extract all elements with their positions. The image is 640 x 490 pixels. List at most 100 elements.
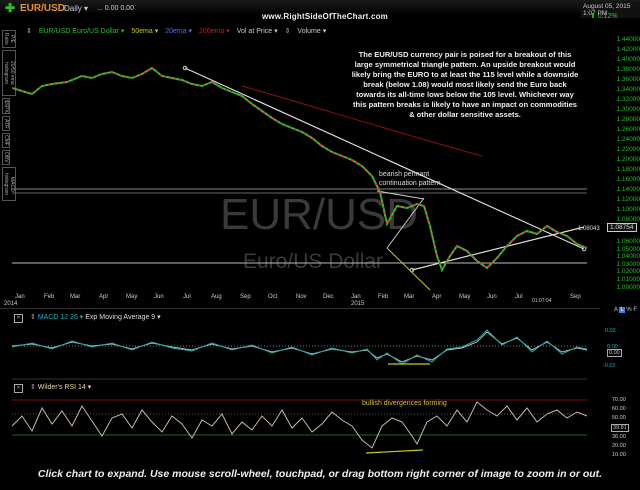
price-tick: 1.03000 bbox=[616, 260, 640, 268]
price-axis[interactable]: 1.44000 1.42000 1.40000 1.38000 1.36000 … bbox=[600, 35, 640, 225]
rsi-tick: 36.00 bbox=[612, 434, 626, 440]
month-tick: Apr bbox=[99, 294, 109, 300]
macd-tick: 0.00 bbox=[607, 344, 618, 350]
month-tick: Feb bbox=[378, 294, 389, 300]
panel-divider bbox=[0, 308, 600, 309]
price-tick: 1.00000 bbox=[616, 283, 640, 291]
side-tab-spx[interactable]: $SPX bbox=[2, 98, 10, 114]
side-tab-atr[interactable]: ATR bbox=[2, 116, 10, 131]
indicator-legend: ⇕ EUR/USD Euro/US Dollar ▾ 50ema ▾ 20ema… bbox=[26, 27, 331, 35]
ema200-legend[interactable]: 200ema ▾ bbox=[199, 28, 230, 35]
side-tab-obv[interactable]: OBV bbox=[2, 150, 10, 165]
ema50-legend[interactable]: 50ema ▾ bbox=[131, 28, 159, 35]
price-chart[interactable] bbox=[12, 36, 600, 292]
month-tick: Dec bbox=[323, 294, 334, 300]
time-axis[interactable]: Jan Feb Mar Apr May Jun Jul Aug Sep Oct … bbox=[0, 294, 600, 307]
month-tick: Feb bbox=[44, 294, 55, 300]
change-percent: ⬆ 0.12% bbox=[590, 13, 618, 20]
close-panel-icon[interactable]: ✕ bbox=[14, 384, 23, 393]
month-tick: Jun bbox=[154, 294, 164, 300]
price-tick: 1.10000 bbox=[616, 206, 640, 213]
watermark-name: Euro/US Dollar bbox=[243, 250, 384, 273]
month-tick: Mar bbox=[70, 294, 81, 300]
support-level-label: 1.08043 bbox=[578, 226, 600, 232]
rsi-tick: 60.00 bbox=[612, 406, 626, 412]
price-tick: 1.20000 bbox=[616, 156, 640, 163]
rsi-legend[interactable]: Wilder's RSI 14 ▾ bbox=[37, 384, 92, 391]
price-tick: 1.22000 bbox=[616, 146, 640, 153]
pennant-label-line2: continuation pattern bbox=[379, 180, 441, 187]
rsi-header: ✕ ⇕ Wilder's RSI 14 ▾ bbox=[14, 383, 91, 393]
timeframe-dropdown[interactable]: Daily ▾ bbox=[64, 4, 89, 13]
price-tick: 1.06000 bbox=[616, 238, 640, 245]
side-tab-ema-histogram[interactable]: 20/50 ema histogram bbox=[2, 50, 16, 96]
ema20-legend[interactable]: 20ema ▾ bbox=[165, 28, 193, 35]
macd-tick: -0.02 bbox=[603, 363, 616, 369]
macd-tick: 0.02 bbox=[605, 328, 616, 334]
macd-current: 0.00 bbox=[607, 349, 622, 357]
scale-fit-button[interactable]: F bbox=[633, 307, 638, 313]
price-tick: 1.38000 bbox=[616, 66, 640, 73]
month-tick: Sep bbox=[570, 294, 581, 300]
rsi-tick: 10.00 bbox=[612, 452, 626, 458]
price-tick: 1.05000 bbox=[616, 245, 640, 253]
signal-legend[interactable]: Exp Moving Average 9 ▾ bbox=[85, 314, 161, 321]
side-tab-macd-histogram[interactable]: MACD histogram bbox=[2, 167, 16, 201]
add-symbol-icon[interactable]: ✚ bbox=[5, 1, 16, 15]
month-tick: Oct bbox=[268, 294, 278, 300]
vol-at-price-legend[interactable]: Vol at Price ▾ bbox=[236, 28, 278, 35]
price-tick: 1.36000 bbox=[616, 76, 640, 83]
year-label: 2014 bbox=[4, 301, 18, 307]
month-tick: Jun bbox=[487, 294, 497, 300]
scale-log-button[interactable]: L bbox=[619, 307, 625, 313]
price-tick: 1.18000 bbox=[616, 166, 640, 173]
datetime-label: August 05, 2015 1:07 PM bbox=[580, 2, 640, 18]
month-tick: May bbox=[459, 294, 471, 300]
price-tick: 1.28000 bbox=[616, 116, 640, 123]
volume-legend[interactable]: Volume ▾ bbox=[297, 28, 327, 35]
scale-buttons: A L % F bbox=[614, 307, 637, 313]
rsi-tick: 50.00 bbox=[612, 415, 626, 421]
price-tick: 1.26000 bbox=[616, 126, 640, 133]
month-tick: Aug bbox=[211, 294, 222, 300]
rsi-annotation: bullish divergences forming bbox=[362, 400, 447, 407]
price-tick: 1.42000 bbox=[616, 46, 640, 53]
price-tick: 1.32000 bbox=[616, 96, 640, 103]
price-tick: 1.24000 bbox=[616, 136, 640, 143]
side-tab-cmf[interactable]: CMF bbox=[2, 133, 10, 148]
month-tick: Nov bbox=[296, 294, 307, 300]
macd-legend[interactable]: MACD 12 26 ▾ bbox=[37, 314, 84, 321]
rsi-current: 39.81 bbox=[611, 424, 629, 432]
price-tick: 1.08000 bbox=[616, 216, 640, 223]
macd-chart[interactable] bbox=[12, 322, 600, 382]
scale-auto-button[interactable]: A bbox=[614, 307, 618, 313]
top-bar bbox=[0, 0, 640, 16]
drag-handle-icon[interactable]: ⇕ bbox=[284, 28, 291, 35]
current-price-box: 1.08754 bbox=[607, 223, 637, 232]
caption: Click chart to expand. Use mouse scroll-… bbox=[37, 468, 603, 480]
price-tick: 1.04000 bbox=[616, 253, 640, 261]
price-tick: 1.44000 bbox=[616, 36, 640, 43]
price-tick: 1.01000 bbox=[616, 275, 640, 283]
drag-handle-icon[interactable]: ⇕ bbox=[29, 314, 36, 321]
drag-handle-icon[interactable]: ⇕ bbox=[26, 28, 32, 35]
year-label: 2015 bbox=[351, 301, 365, 307]
price-tick: 1.30000 bbox=[616, 106, 640, 113]
rsi-chart[interactable] bbox=[12, 396, 600, 458]
instrument-legend[interactable]: EUR/USD Euro/US Dollar ▾ bbox=[38, 28, 125, 35]
side-tabs: P/E Ratio 20/50 ema histogram $SPX ATR C… bbox=[2, 30, 16, 203]
month-tick: Sep bbox=[240, 294, 251, 300]
price-tick: 1.16000 bbox=[616, 176, 640, 183]
month-tick: Apr bbox=[432, 294, 442, 300]
drag-handle-icon[interactable]: ⇕ bbox=[29, 384, 36, 391]
price-axis-lower[interactable]: 1.06000 1.05000 1.04000 1.03000 1.02000 … bbox=[600, 238, 640, 291]
brand-watermark: www.RightSideOfTheChart.com bbox=[262, 12, 388, 21]
scale-percent-button[interactable]: % bbox=[626, 307, 632, 313]
price-tick: 1.12000 bbox=[616, 196, 640, 203]
price-tick: 1.14000 bbox=[616, 186, 640, 193]
close-panel-icon[interactable]: ✕ bbox=[14, 314, 23, 323]
macd-header: ✕ ⇕ MACD 12 26 ▾ Exp Moving Average 9 ▾ bbox=[14, 313, 161, 323]
side-tab-pe-ratio[interactable]: P/E Ratio bbox=[2, 30, 16, 48]
symbol-label[interactable]: EUR/USD bbox=[20, 3, 66, 14]
price-tick: 1.40000 bbox=[616, 56, 640, 63]
